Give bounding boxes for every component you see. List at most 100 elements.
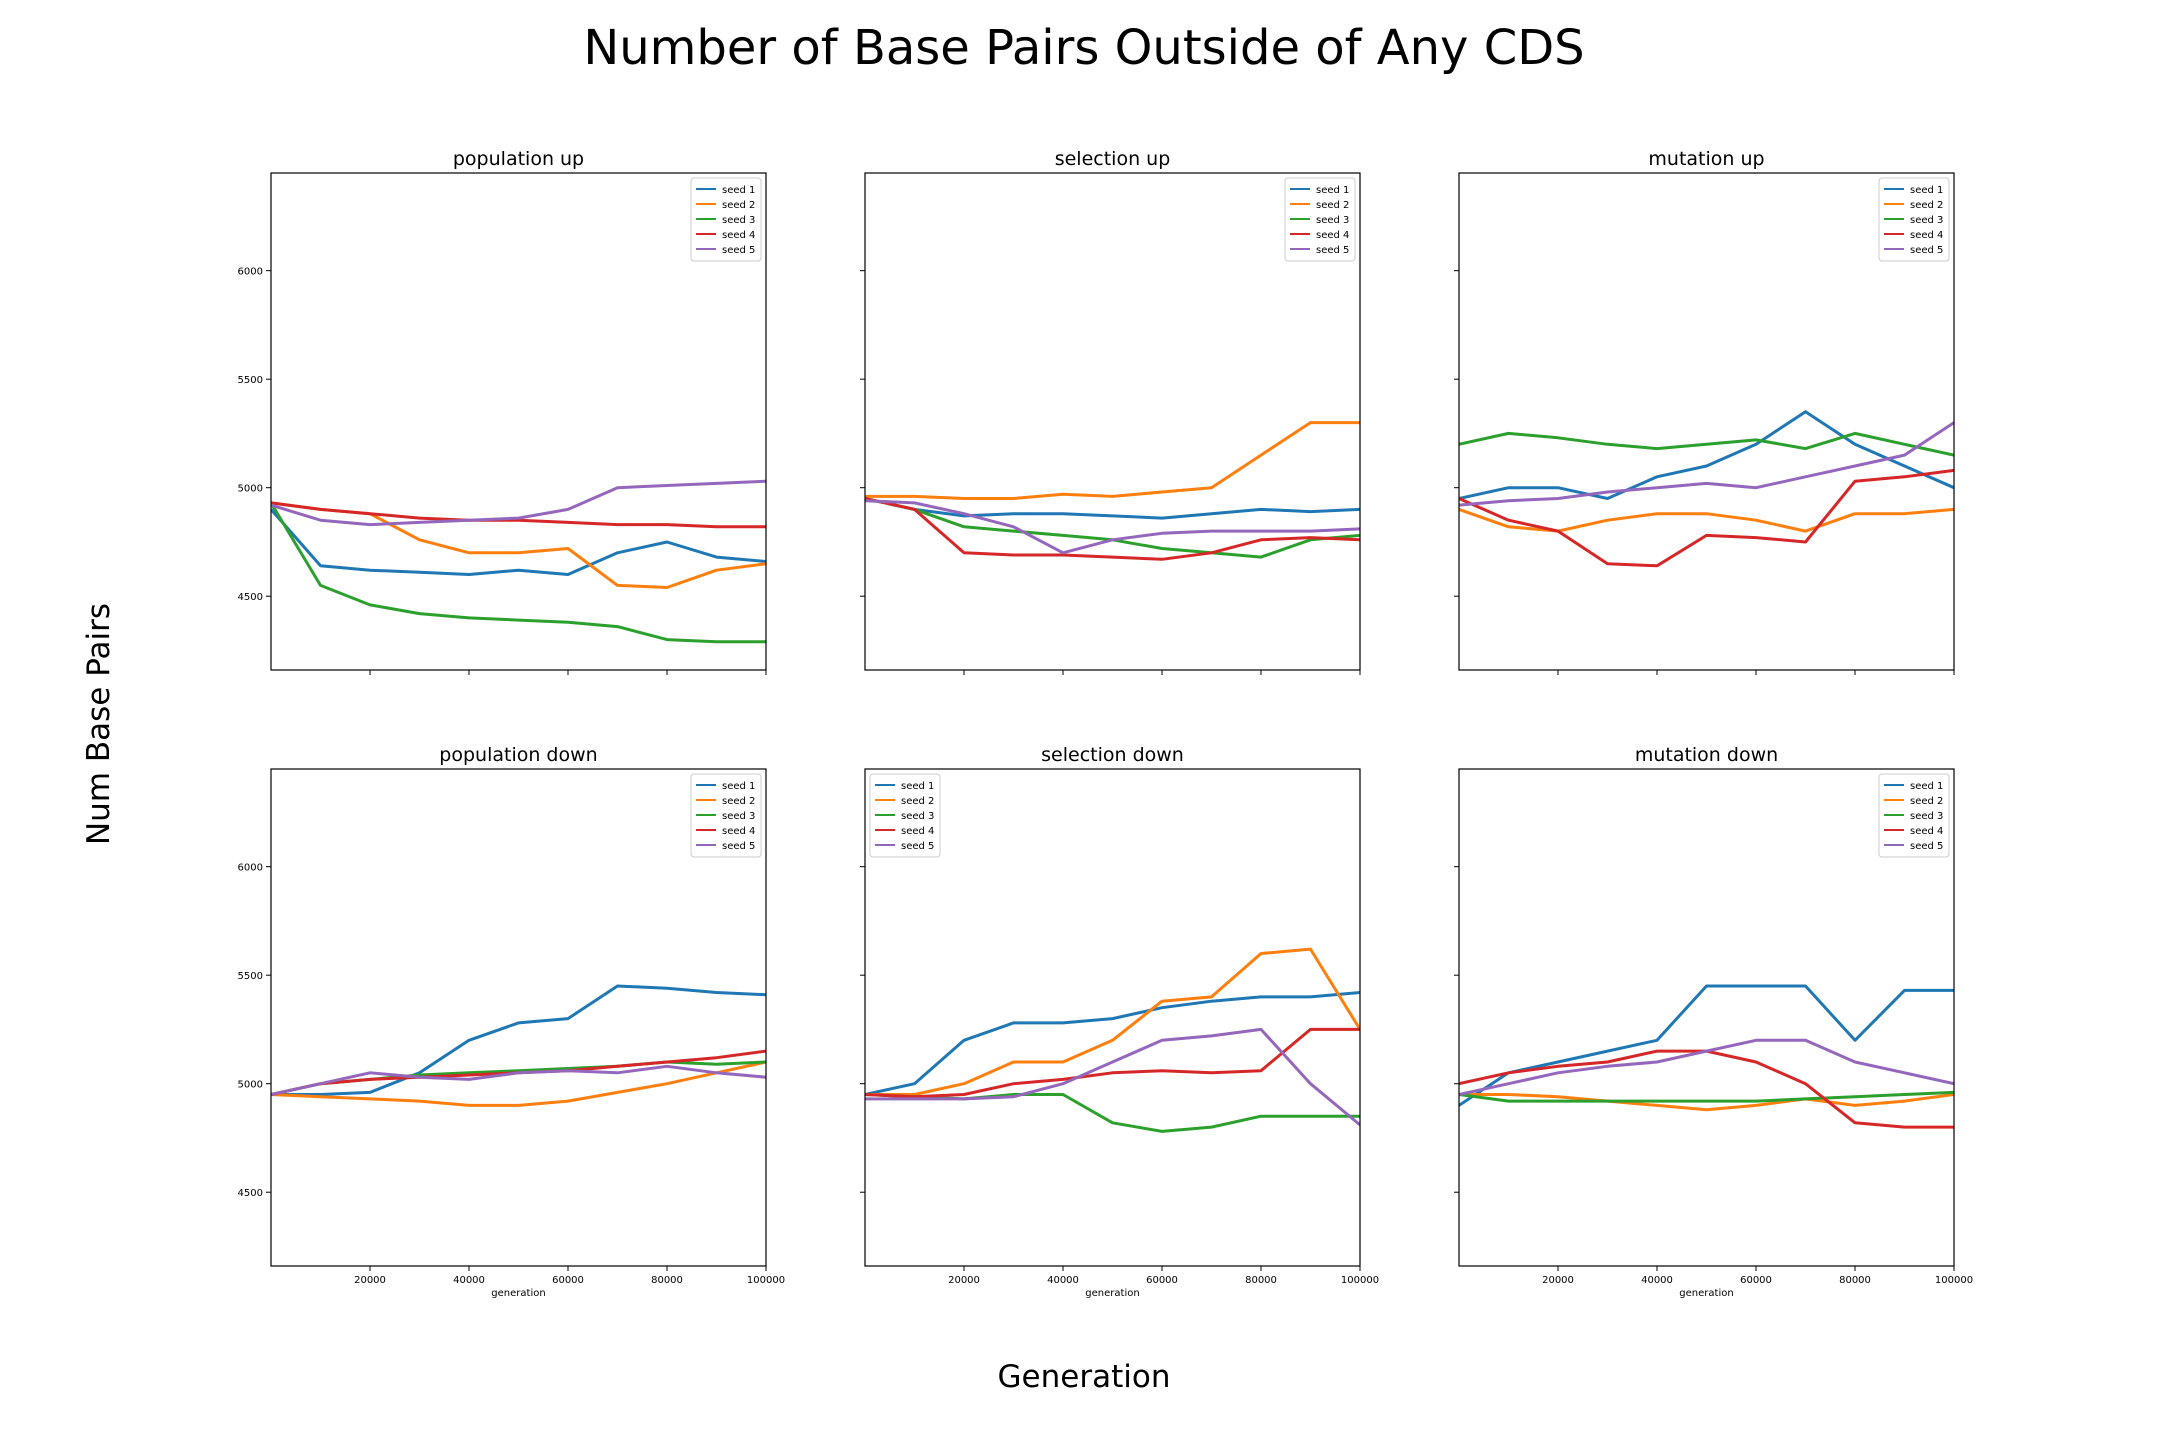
legend-box bbox=[869, 773, 941, 858]
legend-label: seed 2 bbox=[722, 200, 755, 211]
x-tick-label: 20000 bbox=[354, 1275, 386, 1286]
panel-title: population down bbox=[439, 744, 597, 766]
legend-label: seed 3 bbox=[1316, 215, 1349, 226]
x-tick-label: 20000 bbox=[1542, 1275, 1574, 1286]
series-group bbox=[271, 479, 766, 644]
series-line-seed-5 bbox=[271, 479, 766, 527]
legend-label: seed 5 bbox=[722, 841, 755, 852]
legend-box bbox=[1878, 773, 1950, 858]
series-line-seed-5 bbox=[1459, 421, 1954, 507]
series-line-seed-1 bbox=[865, 497, 1360, 520]
legend-label: seed 4 bbox=[1910, 826, 1943, 837]
legend-label: seed 1 bbox=[722, 185, 755, 196]
series-line-seed-3 bbox=[271, 502, 766, 644]
panel-title: mutation down bbox=[1635, 744, 1778, 766]
legend-label: seed 4 bbox=[901, 826, 934, 837]
legend-box bbox=[1284, 177, 1356, 262]
series-line-seed-2 bbox=[271, 1060, 766, 1107]
x-axis-label: generation bbox=[1679, 1288, 1733, 1299]
x-tick-label: 80000 bbox=[1839, 1275, 1871, 1286]
legend: seed 1 seed 2 seed 3 seed 4 seed 5 bbox=[1878, 177, 1950, 262]
legend-label: seed 4 bbox=[1316, 230, 1349, 241]
series-line-seed-4 bbox=[1459, 1049, 1954, 1129]
legend-label: seed 5 bbox=[722, 245, 755, 256]
y-tick-label: 5500 bbox=[238, 375, 263, 386]
series-line-seed-4 bbox=[1459, 468, 1954, 568]
axes-frame bbox=[1458, 172, 1955, 671]
legend-label: seed 3 bbox=[1910, 811, 1943, 822]
x-tick-label: 100000 bbox=[1341, 1275, 1379, 1286]
series-line-seed-2 bbox=[865, 421, 1360, 500]
axes-frame bbox=[864, 172, 1361, 671]
legend-label: seed 3 bbox=[901, 811, 934, 822]
series-line-seed-4 bbox=[865, 1027, 1360, 1099]
axes-frame bbox=[1458, 768, 1955, 1267]
series-group bbox=[1459, 410, 1954, 568]
panel-title: selection up bbox=[1055, 148, 1171, 170]
legend-label: seed 5 bbox=[901, 841, 934, 852]
y-tick-label: 4500 bbox=[238, 1188, 263, 1199]
subplot-selection-down: selection down 20000 40000 60000 80000 100000… bbox=[860, 744, 1379, 1299]
figure-xlabel: Generation bbox=[998, 1359, 1171, 1395]
legend-label: seed 1 bbox=[722, 781, 755, 792]
x-tick-label: 80000 bbox=[1245, 1275, 1277, 1286]
figure-ylabel: Num Base Pairs bbox=[81, 603, 117, 845]
series-line-seed-5 bbox=[865, 499, 1360, 555]
x-tick-label: 40000 bbox=[1641, 1275, 1673, 1286]
legend-label: seed 1 bbox=[1910, 781, 1943, 792]
x-tick-label: 60000 bbox=[1740, 1275, 1772, 1286]
x-tick-label: 100000 bbox=[1935, 1275, 1973, 1286]
series-line-seed-5 bbox=[1459, 1038, 1954, 1096]
series-line-seed-1 bbox=[1459, 410, 1954, 500]
legend-label: seed 3 bbox=[722, 215, 755, 226]
series-line-seed-2 bbox=[1459, 507, 1954, 533]
legend-label: seed 1 bbox=[1316, 185, 1349, 196]
axes-frame bbox=[864, 768, 1361, 1267]
legend-label: seed 3 bbox=[1910, 215, 1943, 226]
figure-title: Number of Base Pairs Outside of Any CDS bbox=[583, 20, 1584, 76]
y-tick-label: 6000 bbox=[238, 267, 263, 278]
legend: seed 1 seed 2 seed 3 seed 4 seed 5 bbox=[690, 773, 762, 858]
legend: seed 1 seed 2 seed 3 seed 4 seed 5 bbox=[1284, 177, 1356, 262]
series-line-seed-5 bbox=[865, 1027, 1360, 1127]
legend-label: seed 2 bbox=[1910, 200, 1943, 211]
series-line-seed-2 bbox=[865, 947, 1360, 1096]
x-tick-label: 40000 bbox=[453, 1275, 485, 1286]
panel-title: selection down bbox=[1041, 744, 1184, 766]
series-line-seed-1 bbox=[1459, 984, 1954, 1107]
legend-label: seed 4 bbox=[722, 230, 755, 241]
legend-label: seed 1 bbox=[1910, 185, 1943, 196]
series-line-seed-3 bbox=[1459, 1090, 1954, 1103]
series-group bbox=[1459, 984, 1954, 1129]
series-line-seed-4 bbox=[271, 501, 766, 529]
x-tick-label: 40000 bbox=[1047, 1275, 1079, 1286]
legend-label: seed 4 bbox=[1910, 230, 1943, 241]
y-tick-label: 5000 bbox=[238, 1080, 263, 1091]
x-axis-label: generation bbox=[1085, 1288, 1139, 1299]
series-line-seed-1 bbox=[865, 991, 1360, 1096]
legend: seed 1 seed 2 seed 3 seed 4 seed 5 bbox=[690, 177, 762, 262]
series-line-seed-2 bbox=[1459, 1093, 1954, 1112]
series-line-seed-1 bbox=[271, 508, 766, 576]
x-tick-label: 60000 bbox=[1146, 1275, 1178, 1286]
legend-label: seed 2 bbox=[722, 796, 755, 807]
legend-label: seed 2 bbox=[1910, 796, 1943, 807]
x-axis-label: generation bbox=[491, 1288, 545, 1299]
legend: seed 1 seed 2 seed 3 seed 4 seed 5 bbox=[1878, 773, 1950, 858]
subplot-population-down: population down 20000 40000 60000 80000 10000… bbox=[238, 744, 786, 1299]
y-tick-label: 5000 bbox=[238, 484, 263, 495]
legend-box bbox=[1878, 177, 1950, 262]
legend-label: seed 3 bbox=[722, 811, 755, 822]
series-group bbox=[271, 984, 766, 1107]
legend-box bbox=[690, 177, 762, 262]
series-group bbox=[865, 947, 1360, 1133]
legend-label: seed 2 bbox=[1316, 200, 1349, 211]
y-tick-label: 6000 bbox=[238, 863, 263, 874]
series-group bbox=[865, 421, 1360, 561]
x-tick-label: 60000 bbox=[552, 1275, 584, 1286]
